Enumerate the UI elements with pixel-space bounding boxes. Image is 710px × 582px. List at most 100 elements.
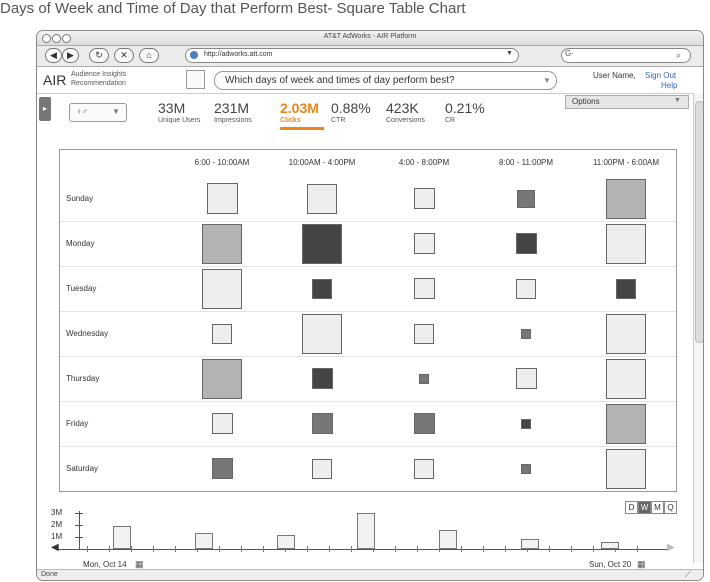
data-square[interactable] [413,233,435,254]
data-square[interactable] [606,448,646,489]
row-label: Wednesday [66,328,109,338]
metric-conversions[interactable]: 423K Conversions [386,101,425,125]
sign-out-link[interactable]: Sign Out [645,71,677,80]
data-square[interactable] [414,323,434,344]
data-square[interactable] [312,278,332,299]
data-square[interactable] [616,278,636,299]
metric-cr[interactable]: 0.21% CR [445,101,485,125]
data-square[interactable] [606,358,646,399]
url-dropdown-icon[interactable]: ▼ [506,50,513,57]
timeline-bar[interactable] [277,535,295,549]
minimize-window-dot[interactable] [52,34,61,43]
data-square[interactable] [419,373,429,384]
data-square[interactable] [206,183,238,214]
close-window-dot[interactable] [42,34,51,43]
timeline-bar[interactable] [357,513,375,549]
search-engine-icon[interactable]: G· [565,49,574,58]
timeline-left-arrow-icon[interactable]: ◀ [51,542,59,553]
timeline-tick [373,546,374,552]
granularity-q-button[interactable]: Q [664,501,677,514]
data-square[interactable] [521,418,531,429]
scrollbar-thumb[interactable] [695,101,703,343]
metric-label: CR [445,117,456,124]
data-square[interactable] [606,178,646,219]
data-square[interactable] [413,413,435,434]
data-square[interactable] [517,189,535,208]
data-square[interactable] [521,463,531,474]
data-square[interactable] [307,183,337,214]
granularity-m-button[interactable]: M [651,501,664,514]
y-tick-label: 1M [51,532,63,541]
row-label: Sunday [66,193,94,203]
calendar-icon[interactable]: ▦ [637,559,646,569]
data-square[interactable] [606,403,646,444]
sidebar-expand-button[interactable]: ▸ [39,97,51,121]
data-square[interactable] [202,223,242,264]
search-icon[interactable]: ⌕ [676,50,682,60]
metric-unique-users[interactable]: 33M Unique Users [158,101,200,125]
data-square[interactable] [516,278,536,299]
data-square[interactable] [202,268,242,309]
audience-filter-dropdown[interactable]: ♀♂ ▼ [69,103,127,122]
y-tick-label: 3M [51,508,63,517]
data-square[interactable] [521,328,531,339]
vertical-scrollbar[interactable] [693,93,703,563]
row-label: Saturday [66,463,99,473]
timeline-bar[interactable] [113,526,131,549]
timeline-start-date: Mon, Oct 14 [83,560,127,569]
question-dropdown[interactable]: Which days of week and times of day perf… [214,71,557,90]
data-square[interactable] [311,413,333,434]
zoom-window-dot[interactable] [62,34,71,43]
title-bar: AT&T AdWorks - AIR Platform [37,31,703,46]
data-square[interactable] [606,313,646,354]
timeline-bar[interactable] [521,539,539,549]
data-square[interactable] [515,368,537,389]
back-button[interactable]: ◀ [45,48,62,63]
timeline-right-arrow-icon[interactable]: ▶ [667,542,675,553]
timeline-tick [285,546,286,552]
data-square[interactable] [302,223,342,264]
timeline-tick [395,546,396,552]
data-square[interactable] [413,188,435,209]
granularity-d-button[interactable]: D [625,501,638,514]
granularity-w-button[interactable]: W [638,501,651,514]
home-button[interactable]: ⌂ [139,48,159,63]
data-square[interactable] [211,458,233,479]
options-dropdown[interactable]: Options ▼ [565,95,689,109]
browser-search-input[interactable]: G· ⌕ [561,48,691,63]
view-toggle-button[interactable] [186,70,205,89]
metric-ctr[interactable]: 0.88% CTR [331,101,371,125]
reload-button[interactable]: ↻ [89,48,109,63]
timeline-tick [263,546,264,552]
help-link[interactable]: Help [661,81,678,90]
data-square[interactable] [211,413,233,434]
data-square[interactable] [312,458,332,479]
timeline-bar[interactable] [195,533,213,549]
metric-value: 0.88% [331,100,371,116]
data-square[interactable] [515,233,537,254]
app-name: AIR [43,72,67,88]
resize-grip-icon[interactable]: ⟋ [685,569,692,579]
url-bar[interactable]: http://adworks.att.com ▼ [185,48,519,63]
calendar-icon[interactable]: ▦ [135,559,144,569]
timeline-bar[interactable] [439,530,457,549]
metric-label: CTR [331,117,346,124]
stop-button[interactable]: ✕ [114,48,134,63]
data-square[interactable] [212,323,232,344]
data-square[interactable] [414,458,434,479]
y-tick-mark [75,513,83,514]
metric-clicks[interactable]: 2.03M Clicks [280,101,319,125]
forward-button[interactable]: ▶ [62,48,79,63]
globe-icon [190,51,198,59]
user-name: User Name, [593,71,636,80]
timeline-bar[interactable] [601,542,619,549]
browser-toolbar: ◀ ▶ ↻ ✕ ⌂ http://adworks.att.com ▼ G· ⌕ [37,46,703,67]
data-square[interactable] [311,368,333,389]
app-subtitle-line2: Recommendation [71,80,126,87]
timeline-x-axis [57,549,669,550]
data-square[interactable] [202,358,242,399]
metric-impressions[interactable]: 231M Impressions [214,101,252,125]
data-square[interactable] [413,278,435,299]
data-square[interactable] [302,313,342,354]
data-square[interactable] [606,223,646,264]
